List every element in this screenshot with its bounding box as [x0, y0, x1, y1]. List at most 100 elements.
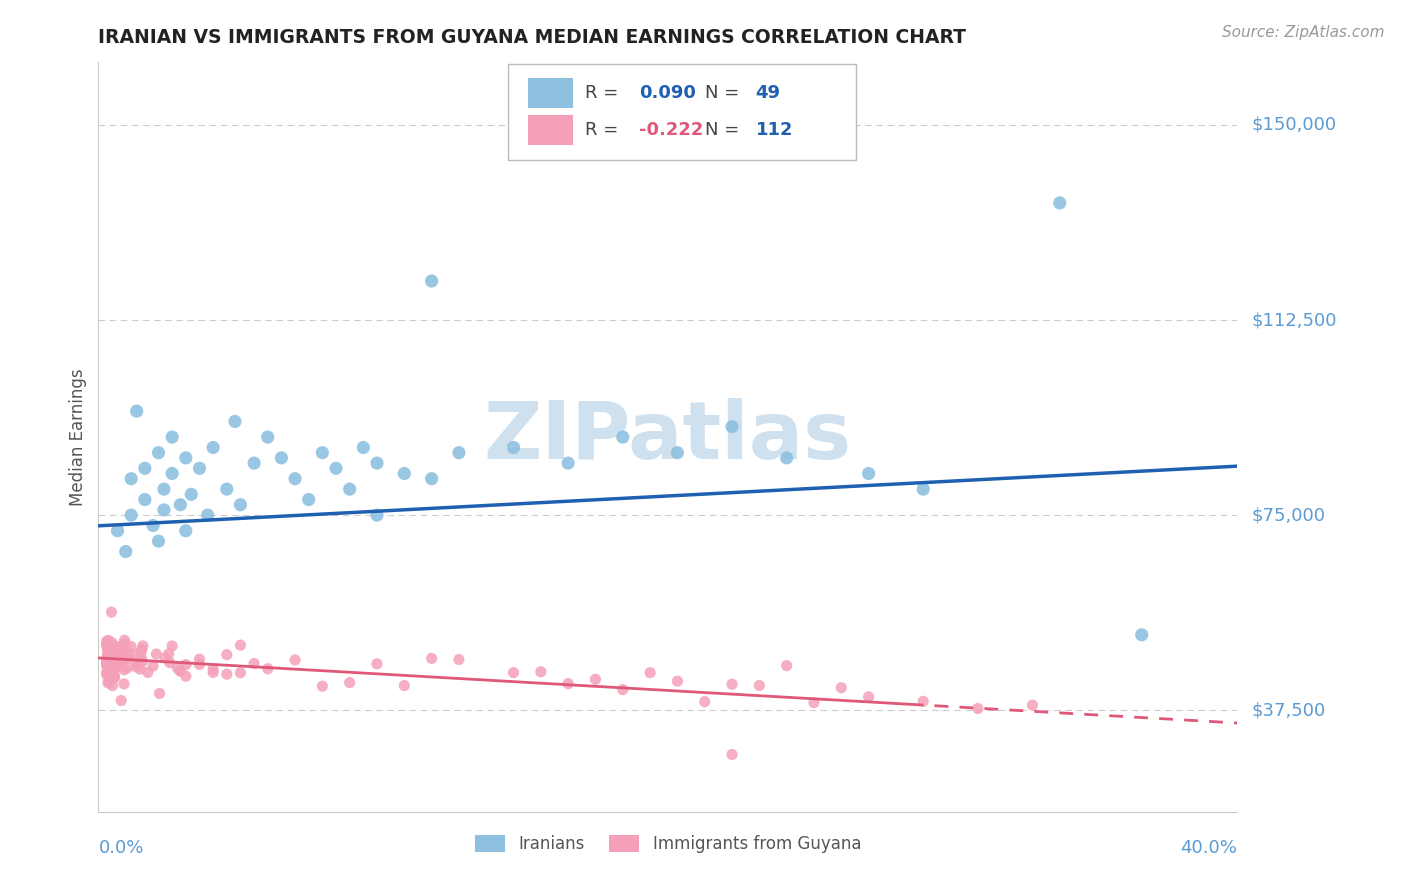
- Point: [557, 456, 579, 470]
- Point: [108, 656, 131, 670]
- Point: [117, 660, 139, 674]
- Point: [243, 657, 266, 671]
- Point: [394, 467, 416, 481]
- Point: [169, 498, 191, 512]
- Point: [114, 637, 136, 651]
- Point: [100, 668, 122, 682]
- Text: 40.0%: 40.0%: [1181, 839, 1237, 857]
- Point: [858, 467, 880, 481]
- Point: [284, 653, 307, 667]
- Point: [224, 414, 246, 428]
- Point: [256, 662, 278, 676]
- Point: [134, 461, 156, 475]
- Point: [256, 430, 278, 444]
- Point: [148, 534, 170, 549]
- Point: [105, 660, 128, 674]
- Point: [100, 642, 122, 657]
- Point: [112, 677, 135, 691]
- Point: [215, 482, 238, 496]
- Point: [159, 656, 181, 670]
- Point: [352, 441, 374, 455]
- Point: [112, 652, 135, 666]
- Point: [118, 651, 141, 665]
- Point: [97, 646, 120, 660]
- Point: [96, 654, 118, 668]
- Point: [721, 747, 744, 762]
- Point: [557, 676, 579, 690]
- Point: [129, 644, 152, 658]
- Point: [96, 634, 118, 648]
- Point: [101, 636, 124, 650]
- Point: [97, 641, 120, 656]
- Point: [202, 665, 225, 680]
- Point: [420, 274, 443, 288]
- Text: R =: R =: [585, 120, 624, 139]
- Point: [121, 647, 143, 661]
- Point: [447, 652, 470, 666]
- Point: [803, 696, 825, 710]
- Point: [101, 647, 124, 661]
- Point: [420, 651, 443, 665]
- Point: [1049, 195, 1071, 210]
- Bar: [527, 115, 574, 145]
- Point: [107, 524, 129, 538]
- Point: [243, 456, 266, 470]
- Point: [912, 482, 935, 496]
- Point: [502, 665, 524, 680]
- Point: [96, 657, 118, 671]
- Point: [97, 640, 120, 655]
- Point: [174, 524, 197, 538]
- Point: [638, 665, 661, 680]
- Point: [160, 430, 183, 444]
- Point: [325, 461, 347, 475]
- Point: [103, 671, 125, 685]
- Point: [136, 665, 159, 680]
- Point: [97, 633, 120, 648]
- Point: [108, 640, 131, 654]
- Point: [105, 640, 128, 655]
- Point: [188, 657, 211, 672]
- Point: [858, 690, 880, 704]
- Point: [110, 651, 132, 665]
- Point: [666, 446, 689, 460]
- Point: [585, 673, 607, 687]
- Point: [502, 441, 524, 455]
- Point: [174, 669, 197, 683]
- Text: -0.222: -0.222: [640, 120, 704, 139]
- Point: [311, 679, 333, 693]
- Point: [229, 498, 252, 512]
- Point: [100, 605, 122, 619]
- Point: [108, 652, 131, 666]
- Legend: Iranians, Immigrants from Guyana: Iranians, Immigrants from Guyana: [468, 828, 868, 860]
- Bar: [527, 78, 574, 108]
- Point: [169, 664, 191, 678]
- Point: [775, 450, 797, 465]
- Point: [339, 675, 361, 690]
- Point: [148, 446, 170, 460]
- Point: [100, 670, 122, 684]
- Text: 0.0%: 0.0%: [98, 839, 143, 857]
- Point: [149, 686, 172, 700]
- Point: [912, 694, 935, 708]
- Point: [131, 642, 153, 657]
- Point: [530, 665, 553, 679]
- Point: [153, 503, 176, 517]
- Point: [96, 649, 118, 664]
- Point: [612, 682, 634, 697]
- Point: [120, 508, 142, 523]
- Point: [97, 676, 120, 690]
- Point: [134, 492, 156, 507]
- Point: [174, 657, 197, 672]
- Point: [166, 661, 188, 675]
- Point: [100, 664, 122, 678]
- Point: [97, 674, 120, 689]
- Point: [97, 648, 120, 663]
- Point: [120, 640, 142, 654]
- Point: [366, 456, 388, 470]
- Point: [229, 638, 252, 652]
- Point: [215, 667, 238, 681]
- Point: [125, 404, 148, 418]
- Text: 49: 49: [755, 84, 780, 102]
- Point: [96, 658, 118, 673]
- Point: [748, 678, 770, 692]
